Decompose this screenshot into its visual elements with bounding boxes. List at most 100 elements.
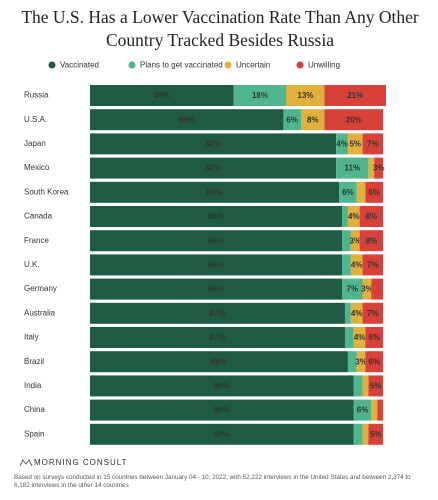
value-label: 3% [373, 164, 385, 173]
bar-segment [336, 133, 348, 155]
bar-segment [342, 206, 348, 227]
bar-segment [362, 375, 369, 397]
bar-segment [359, 230, 384, 252]
source-logo: MORNING CONSULT [34, 458, 128, 467]
bar-segment [347, 133, 363, 155]
logo-icon [19, 459, 33, 467]
value-label: 49% [154, 91, 170, 100]
value-label: 21% [347, 91, 363, 100]
value-label: 87% [209, 333, 225, 342]
value-label: 88% [211, 357, 227, 366]
value-label: 11% [345, 164, 361, 173]
bar-segment [353, 327, 366, 348]
value-label: 6% [357, 406, 369, 415]
value-label: 90% [214, 406, 230, 415]
bar-segment [353, 423, 363, 445]
legend-label: Vaccinated [60, 61, 99, 70]
value-label: 3% [349, 236, 361, 245]
y-tick-label: India [24, 381, 42, 390]
value-label: 3% [361, 285, 373, 294]
bar-segment [342, 230, 351, 252]
value-label: 6% [368, 188, 380, 197]
y-tick-label: Italy [24, 333, 39, 342]
y-tick-label: Japan [24, 139, 46, 148]
bar-segment [339, 181, 357, 203]
value-label: 8% [366, 212, 378, 221]
bar-segment [324, 109, 384, 131]
y-tick-label: Canada [24, 212, 53, 221]
y-tick-label: U.S.A. [24, 115, 47, 124]
value-label: 4% [351, 309, 363, 318]
bar-segment [365, 327, 384, 348]
bar-segment [90, 423, 354, 445]
value-label: 6% [286, 115, 298, 124]
value-label: 8% [307, 115, 319, 124]
value-label: 5% [370, 430, 382, 439]
bar-segment [371, 278, 384, 300]
bar-segment [90, 133, 337, 155]
bar-segment [362, 254, 384, 276]
legend-label: Plans to get vaccinated [140, 61, 223, 70]
value-label: 4% [354, 333, 366, 342]
bar-segment [371, 399, 378, 421]
value-label: 84% [205, 164, 221, 173]
bar-segment [350, 254, 363, 276]
value-label: 6% [368, 357, 380, 366]
bar-segment [90, 302, 345, 324]
y-tick-label: France [24, 236, 49, 245]
y-tick-label: Australia [24, 308, 56, 317]
value-label: 86% [208, 212, 224, 221]
value-label: 20% [346, 115, 362, 124]
value-label: 5% [349, 140, 361, 149]
bar-segment [365, 351, 384, 373]
bar-segment [353, 399, 372, 421]
bar-segment [362, 302, 384, 324]
bar-segment [344, 302, 351, 324]
bar-segment [90, 109, 284, 131]
bar-segment [90, 351, 348, 373]
y-tick-label: Russia [24, 91, 49, 100]
y-tick-label: U.K. [24, 260, 40, 269]
bar-segment [350, 230, 360, 252]
bar-segment [347, 351, 357, 373]
bar-segment [90, 327, 345, 348]
value-label: 5% [370, 382, 382, 391]
bar-segment [362, 133, 384, 155]
value-label: 6% [368, 333, 380, 342]
value-label: 18% [252, 91, 268, 100]
bar-segment [377, 399, 384, 421]
bar-segment [368, 157, 375, 179]
value-label: 85% [207, 188, 223, 197]
bar-segment [359, 206, 384, 227]
value-label: 84% [205, 140, 221, 149]
bar-segment [342, 278, 363, 300]
note: Based on surveys conducted in 15 countri… [14, 474, 411, 489]
bar-segment [324, 85, 386, 106]
value-label: 8% [366, 236, 378, 245]
bar-segment [336, 157, 369, 179]
y-tick-label: Mexico [24, 163, 50, 172]
bar-segment [90, 206, 343, 227]
bar-segment [90, 375, 354, 397]
value-label: 4% [336, 140, 348, 149]
y-tick-label: Spain [24, 429, 44, 438]
bar-segment [301, 109, 325, 131]
bar-segment [368, 375, 384, 397]
y-tick-label: South Korea [24, 187, 69, 196]
bar-segment [90, 181, 340, 203]
bar-segment [90, 399, 354, 421]
bar-segment [344, 327, 354, 348]
value-label: 6% [342, 188, 354, 197]
value-label: 90% [214, 382, 230, 391]
value-label: 7% [367, 261, 379, 270]
bar-segment [90, 85, 234, 106]
bar-segment [356, 351, 366, 373]
value-label: 13% [297, 91, 313, 100]
legend-swatch [48, 61, 56, 69]
bar-segment [90, 254, 343, 276]
bar-segment [356, 181, 366, 203]
bar-segment [286, 85, 325, 106]
legend-label: Unwilling [308, 61, 340, 70]
